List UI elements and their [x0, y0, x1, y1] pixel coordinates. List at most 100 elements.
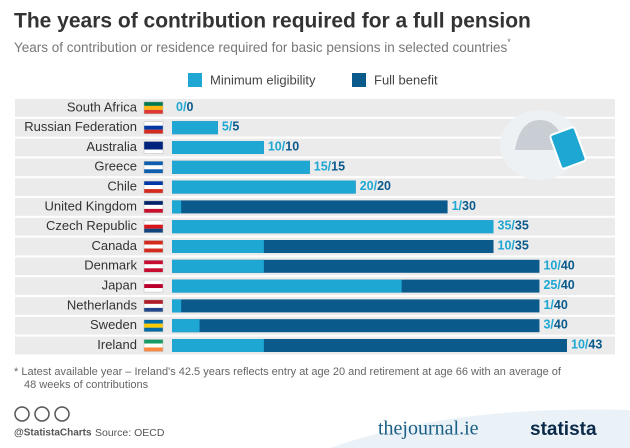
flag	[144, 343, 163, 348]
flag	[144, 244, 163, 249]
data-label: 1/30	[452, 199, 476, 213]
flag-border	[143, 220, 164, 233]
data-label-min: 1/	[452, 199, 463, 213]
data-label-full: 43	[588, 338, 602, 352]
flag-border	[143, 299, 164, 313]
bar	[172, 299, 540, 313]
legend-label: Minimum eligibility	[210, 72, 316, 87]
data-label: 10/10	[268, 140, 299, 154]
data-label-full: 40	[554, 318, 568, 332]
flag-border	[143, 279, 164, 293]
flag-border	[143, 319, 164, 332]
footer-wave	[330, 409, 630, 448]
data-label-min: 10/	[498, 239, 516, 253]
flag	[144, 145, 163, 150]
flag	[144, 109, 163, 114]
data-label-min: 35/	[498, 219, 516, 233]
flag	[144, 248, 163, 253]
data-label: 35/35	[498, 219, 529, 233]
data-label: 1/40	[543, 298, 567, 312]
flag-border	[143, 180, 164, 194]
flag	[144, 169, 163, 174]
bar	[172, 141, 264, 154]
flag	[144, 323, 163, 328]
flag	[144, 319, 163, 324]
flag	[144, 129, 163, 134]
flag	[144, 268, 163, 273]
flag-border	[143, 339, 164, 352]
flag-border	[143, 101, 164, 115]
flag	[144, 280, 163, 285]
flag	[144, 299, 163, 304]
flag	[144, 260, 163, 265]
flag-border	[143, 141, 164, 154]
bar	[172, 319, 200, 333]
y-tick-label: Czech Republic	[46, 218, 138, 233]
data-label: 10/35	[498, 239, 529, 253]
data-label-min: 20/	[360, 179, 378, 193]
legend-swatch	[352, 73, 366, 87]
data-label-full: 0	[186, 100, 193, 114]
data-label: 0/0	[176, 100, 193, 114]
bar	[172, 259, 264, 273]
data-label-min: 25/	[543, 278, 561, 292]
flag-border	[143, 161, 164, 174]
bar	[172, 160, 310, 174]
data-label: 3/40	[543, 318, 567, 332]
bar	[172, 339, 567, 352]
y-tick-label: Netherlands	[67, 297, 138, 312]
chart-title: The years of contribution required for a…	[14, 10, 531, 33]
flag	[144, 165, 163, 170]
y-tick-label: Chile	[107, 179, 137, 194]
flag	[144, 264, 163, 269]
data-label-min: 5/	[222, 120, 233, 134]
data-label-min: 0/	[176, 100, 187, 114]
chart-subtitle: Years of contribution or residence requi…	[14, 37, 511, 54]
data-label-min: 3/	[543, 318, 554, 332]
bar	[172, 200, 182, 214]
flag-border	[143, 121, 164, 134]
flag	[144, 161, 163, 166]
footnote: 48 weeks of contributions	[24, 379, 149, 391]
flag	[144, 101, 163, 106]
bar	[172, 299, 182, 313]
flag	[144, 347, 163, 352]
flag	[144, 303, 163, 308]
data-label: 10/43	[571, 338, 602, 352]
flag	[144, 200, 163, 205]
row-band	[15, 118, 615, 137]
row-band	[15, 138, 615, 157]
flag	[144, 208, 163, 213]
partner-logo: thejournal.ie	[378, 418, 479, 440]
flag	[144, 189, 163, 194]
data-label-full: 35	[515, 239, 529, 253]
flag	[144, 240, 163, 245]
footnote: * Latest available year – Ireland's 42.5…	[14, 366, 562, 378]
data-label-full: 40	[561, 278, 575, 292]
flag	[144, 149, 163, 154]
bar	[172, 121, 218, 135]
data-label-full: 20	[377, 179, 391, 193]
data-label: 5/5	[222, 120, 239, 134]
data-label-min: 10/	[543, 259, 561, 273]
flag	[144, 141, 163, 146]
flag-border	[143, 240, 164, 253]
y-tick-label: Japan	[102, 278, 137, 293]
flag	[144, 220, 163, 225]
legend-label: Full benefit	[374, 72, 438, 87]
cc-icons	[14, 406, 70, 422]
flag	[144, 228, 163, 233]
y-tick-label: Australia	[86, 139, 137, 154]
illustration	[500, 110, 587, 180]
brand-logo: statista	[530, 419, 597, 440]
data-label-min: 15/	[314, 160, 332, 174]
bar	[172, 240, 264, 253]
flag-border	[143, 200, 164, 214]
flag	[144, 105, 163, 110]
data-label-min: 10/	[268, 140, 286, 154]
y-tick-label: Ireland	[97, 337, 137, 352]
bar	[172, 339, 264, 352]
subtitle-mark: *	[507, 37, 511, 47]
handle: @StatistaCharts	[14, 428, 92, 439]
